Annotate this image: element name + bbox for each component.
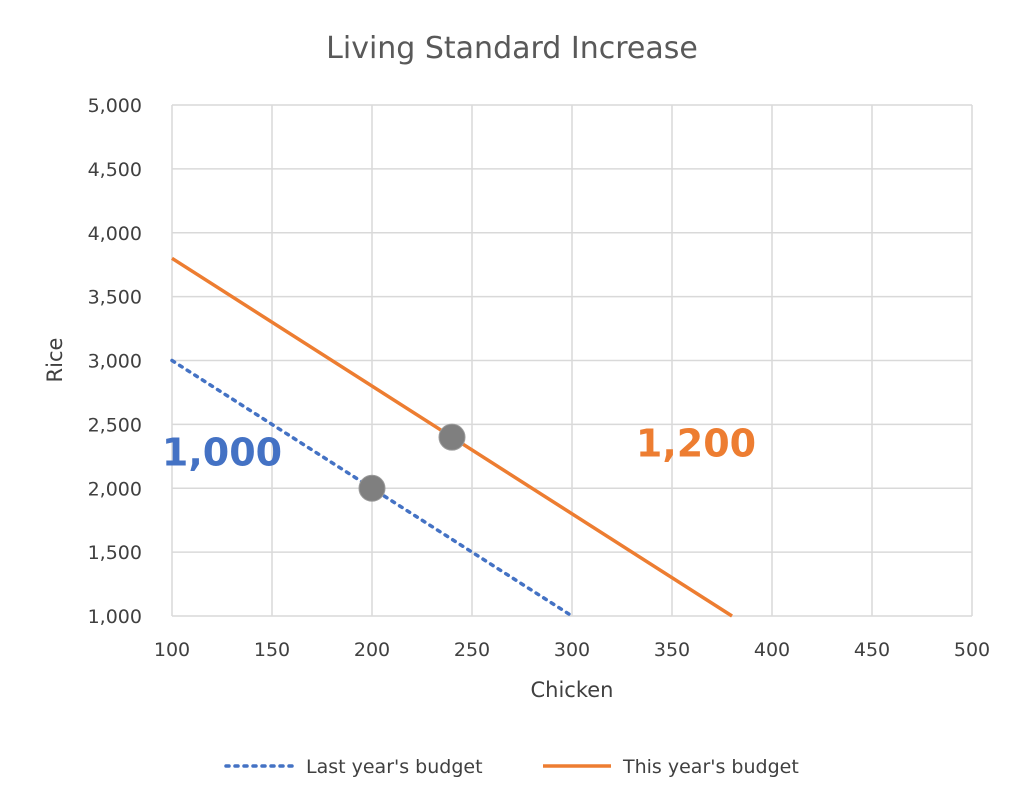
x-tick-label: 150 <box>254 639 290 661</box>
x-tick-label: 250 <box>454 639 490 661</box>
y-tick-label: 4,500 <box>88 159 142 181</box>
y-tick-label: 2,000 <box>88 478 142 500</box>
x-axis-ticks: 100 150 200 250 300 350 400 450 500 <box>154 639 990 661</box>
x-tick-label: 350 <box>654 639 690 661</box>
x-tick-label: 200 <box>354 639 390 661</box>
annotation-label: 1,200 <box>636 421 756 465</box>
data-point-marker <box>358 474 386 502</box>
x-axis-label: Chicken <box>531 678 614 702</box>
y-tick-label: 1,500 <box>88 542 142 564</box>
legend-label-2: This year's budget <box>622 756 799 778</box>
grid <box>171 104 973 617</box>
y-tick-label: 4,000 <box>88 223 142 245</box>
y-tick-label: 1,000 <box>88 606 142 628</box>
data-point-marker <box>438 423 466 451</box>
x-tick-label: 500 <box>954 639 990 661</box>
y-axis-label: Rice <box>43 338 67 383</box>
legend: Last year's budget This year's budget <box>224 756 799 778</box>
y-tick-label: 3,000 <box>88 351 142 373</box>
y-axis-ticks: 1,000 1,500 2,000 2,500 3,000 3,500 4,000 4,500… <box>88 95 142 628</box>
annotation-label: 1,000 <box>162 430 282 474</box>
legend-label-1: Last year's budget <box>306 756 483 778</box>
x-tick-label: 400 <box>754 639 790 661</box>
x-tick-label: 300 <box>554 639 590 661</box>
x-tick-label: 100 <box>154 639 190 661</box>
chart-title: Living Standard Increase <box>326 31 698 66</box>
x-tick-label: 450 <box>854 639 890 661</box>
annotation-layer: 1,000 1,200 <box>162 421 756 474</box>
y-tick-label: 3,500 <box>88 287 142 309</box>
y-tick-label: 2,500 <box>88 414 142 436</box>
marker-layer <box>358 423 466 502</box>
y-tick-label: 5,000 <box>88 95 142 117</box>
